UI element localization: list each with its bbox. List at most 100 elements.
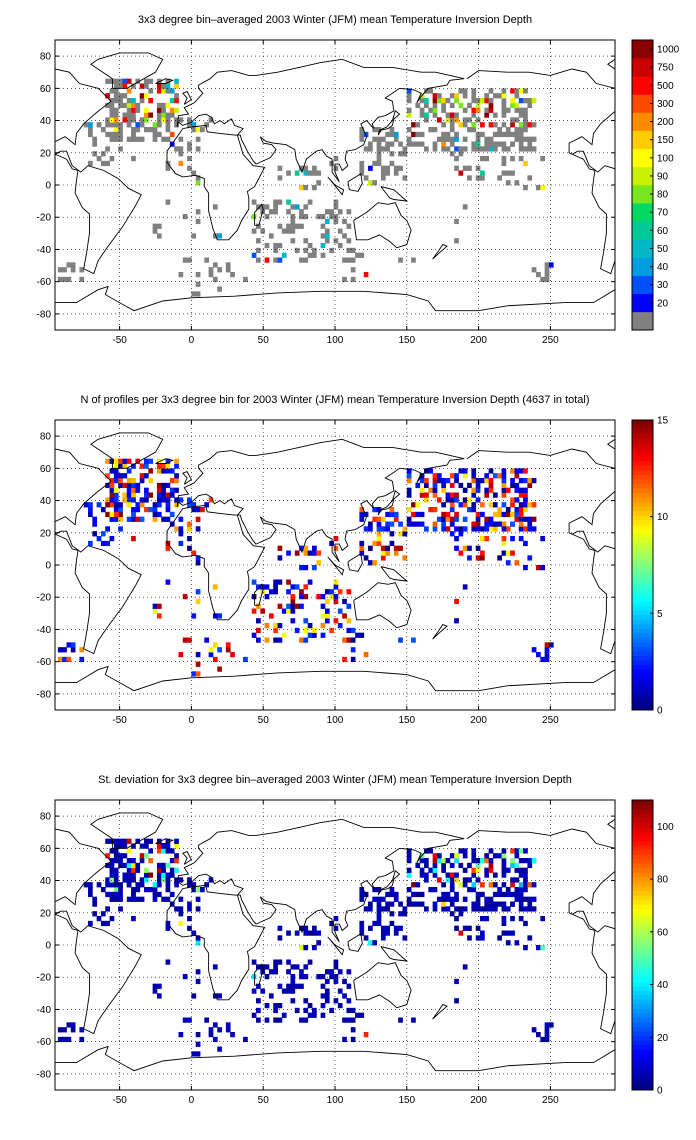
bin-cell	[191, 170, 197, 176]
bin-cell	[527, 141, 533, 147]
bin-cell	[497, 555, 502, 561]
bin-cell	[88, 122, 93, 128]
bin-cell	[109, 838, 115, 844]
bin-cell	[492, 146, 498, 152]
bin-cell	[329, 969, 334, 975]
bin-cell	[174, 107, 179, 113]
bin-cell	[109, 862, 115, 869]
bin-cell	[359, 252, 365, 258]
bin-cell	[436, 98, 442, 104]
bin-cell	[484, 526, 490, 532]
bin-cell	[312, 1007, 317, 1014]
bin-cell	[165, 78, 171, 84]
bin-cell	[135, 838, 141, 844]
bin-cell	[531, 98, 537, 104]
bin-cell	[113, 93, 119, 99]
bin-cell	[337, 589, 343, 595]
bin-cell	[178, 1032, 184, 1038]
colorbar-swatch	[632, 506, 653, 512]
bin-cell	[518, 867, 524, 873]
bin-cell	[527, 935, 533, 941]
bin-cell	[256, 238, 261, 244]
bin-cell	[174, 78, 179, 84]
bin-cell	[113, 131, 119, 138]
bin-cell	[398, 151, 403, 157]
bin-cell	[131, 891, 136, 898]
colorbar-swatch	[632, 483, 653, 489]
bin-cell	[294, 964, 300, 970]
bin-cell	[480, 891, 485, 898]
bin-cell	[458, 930, 464, 936]
bin-cell	[212, 1036, 218, 1043]
bin-cell	[510, 848, 515, 854]
bin-cell	[342, 218, 347, 225]
bin-cell	[475, 877, 481, 883]
bin-cell	[458, 550, 464, 556]
bin-cell	[389, 887, 395, 893]
y-tick-label: 60	[40, 84, 52, 95]
bin-cell	[492, 906, 498, 912]
bin-cell	[126, 112, 132, 118]
bin-cell	[165, 838, 171, 844]
bin-cell	[389, 891, 395, 898]
bin-cell	[131, 877, 136, 883]
bin-cell	[290, 964, 296, 970]
bin-cell	[66, 642, 72, 648]
bin-cell	[445, 877, 451, 883]
bin-cell	[406, 98, 412, 104]
bin-cell	[380, 935, 386, 941]
bin-cell	[471, 492, 477, 498]
bin-cell	[174, 867, 179, 873]
bin-cell	[195, 978, 201, 985]
bin-cell	[514, 136, 520, 142]
bin-cell	[454, 598, 459, 605]
bin-cell	[471, 901, 477, 907]
bin-cell	[492, 492, 498, 498]
bin-cell	[109, 98, 115, 104]
bin-cell	[432, 853, 438, 859]
bin-cell	[139, 478, 145, 484]
bin-cell	[135, 458, 141, 464]
bin-cell	[419, 478, 425, 484]
bin-cell	[346, 618, 352, 624]
bin-cell	[518, 502, 524, 508]
bin-cell	[131, 492, 136, 498]
bin-cell	[144, 112, 149, 118]
bin-cell	[290, 978, 296, 985]
colorbar-swatch	[632, 854, 653, 860]
colorbar-swatch	[632, 533, 653, 539]
bin-cell	[299, 1017, 304, 1023]
bin-cell	[264, 214, 270, 220]
bin-cell	[454, 896, 459, 902]
bin-cell	[118, 882, 123, 888]
colorbar-swatch	[632, 863, 653, 869]
bin-cell	[424, 112, 429, 118]
bin-cell	[359, 160, 365, 167]
bin-cell	[389, 531, 395, 537]
coastline	[55, 448, 142, 655]
coastline	[90, 432, 164, 469]
bin-cell	[527, 175, 533, 181]
bin-cell	[501, 98, 507, 104]
bin-cell	[350, 656, 356, 663]
bin-cell	[337, 608, 343, 614]
bin-cell	[174, 487, 179, 493]
bin-cell	[165, 862, 171, 869]
bin-cell	[105, 853, 110, 859]
colorbar-swatch	[632, 1058, 653, 1064]
bin-cell	[492, 502, 498, 508]
bin-cell	[488, 516, 494, 522]
colorbar-swatch	[632, 999, 653, 1005]
bin-cell	[544, 647, 550, 653]
colorbar-swatch	[632, 1044, 653, 1050]
colorbar-label: 40	[657, 262, 669, 273]
bin-cell	[531, 858, 537, 864]
bin-cell	[307, 1003, 313, 1009]
bin-cell	[501, 487, 507, 493]
bin-cell	[165, 516, 171, 522]
bin-cell	[316, 930, 322, 936]
bin-cell	[165, 877, 171, 883]
bin-cell	[523, 185, 528, 191]
colorbar-label: 90	[657, 171, 669, 182]
